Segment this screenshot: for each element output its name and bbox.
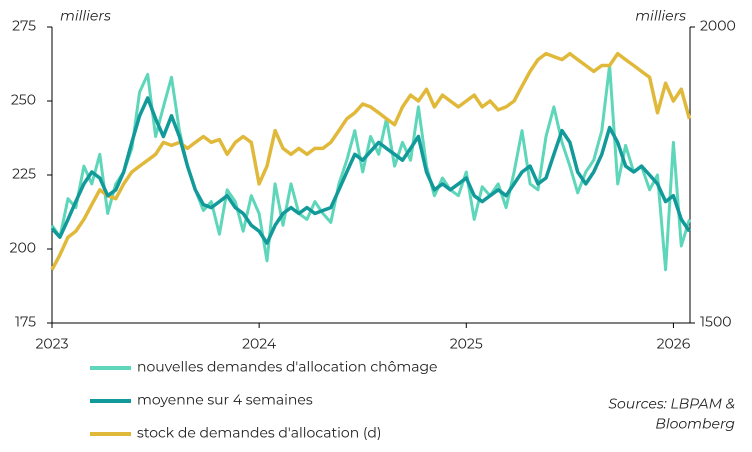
- legend-label: nouvelles demandes d'allocation chômage: [137, 358, 438, 376]
- series-line: [50, 51, 692, 271]
- source: Sources: LBPAM &: [608, 395, 735, 413]
- x-tick-label: 2026: [657, 335, 691, 353]
- y-tick-label: 250: [11, 91, 36, 109]
- y2-tick-label: 1500: [700, 313, 732, 331]
- y-tick-label: 200: [10, 239, 36, 257]
- x-tick-label: 2023: [35, 335, 68, 353]
- y2-axis-label: milliers: [635, 7, 686, 25]
- y-axis-label: milliers: [60, 7, 111, 25]
- legend-label: stock de demandes d'allocation (d): [137, 424, 382, 442]
- y-tick-label: 225: [12, 165, 36, 183]
- y-tick-label: 175: [15, 313, 36, 331]
- y2-tick-label: 2000: [700, 17, 736, 35]
- y-tick-label: 275: [12, 17, 36, 35]
- legend-label: moyenne sur 4 semaines: [137, 391, 313, 409]
- x-tick-label: 2025: [450, 335, 483, 353]
- series-line: [50, 96, 691, 245]
- x-tick-label: 2024: [242, 335, 277, 353]
- source: Bloomberg: [655, 415, 735, 433]
